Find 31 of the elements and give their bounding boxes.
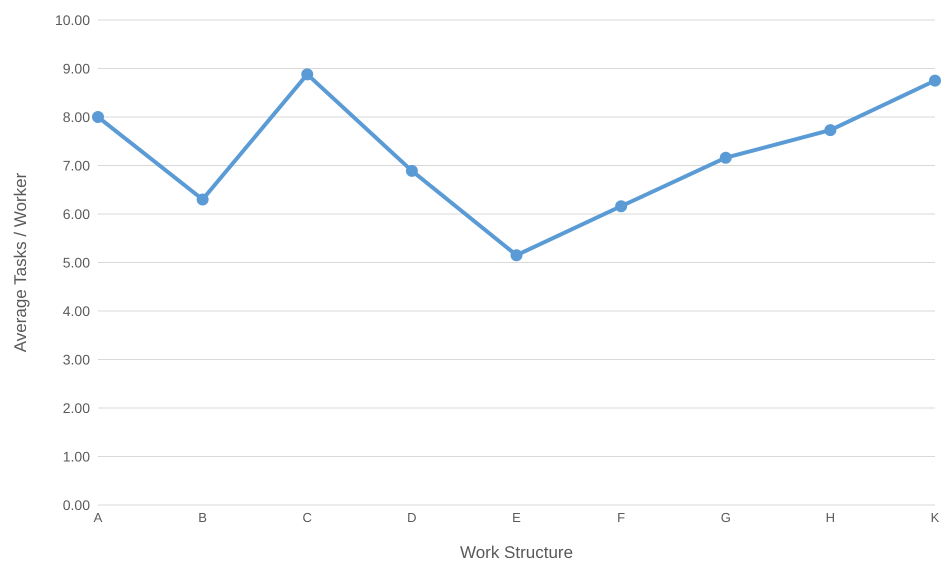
point [92, 111, 104, 123]
point [406, 164, 418, 177]
x-tick-label: B [198, 510, 207, 526]
x-tick-label: C [302, 510, 312, 526]
x-tick-label: K [930, 510, 940, 526]
x-tick-label: D [407, 510, 417, 526]
x-tick-label: G [720, 510, 731, 526]
y-tick-label: 3.00 [62, 351, 90, 368]
y-tick-label: 7.00 [62, 157, 90, 174]
x-axis-title: Work Structure [460, 543, 574, 562]
point [720, 152, 732, 164]
y-axis-title: Average Tasks / Worker [11, 172, 30, 352]
y-tick-label: 4.00 [62, 302, 90, 319]
point [510, 249, 522, 262]
point [196, 193, 209, 206]
x-tick-label: A [94, 510, 103, 526]
y-tick-label: 1.00 [62, 448, 90, 464]
y-tick-label: 10.00 [54, 12, 90, 28]
point [301, 68, 314, 80]
x-tick-label: F [617, 510, 626, 526]
y-tick-label: 0.00 [62, 496, 90, 513]
point [824, 124, 836, 136]
point [615, 200, 628, 212]
x-tick-label: H [826, 510, 836, 526]
y-tick-label: 2.00 [62, 400, 90, 416]
x-tick-label: E [512, 510, 522, 526]
y-tick-label: 8.00 [62, 108, 90, 125]
y-tick-label: 5.00 [62, 254, 90, 270]
y-tick-label: 9.00 [62, 60, 90, 76]
point [929, 74, 941, 87]
y-tick-label: 6.00 [62, 206, 90, 222]
